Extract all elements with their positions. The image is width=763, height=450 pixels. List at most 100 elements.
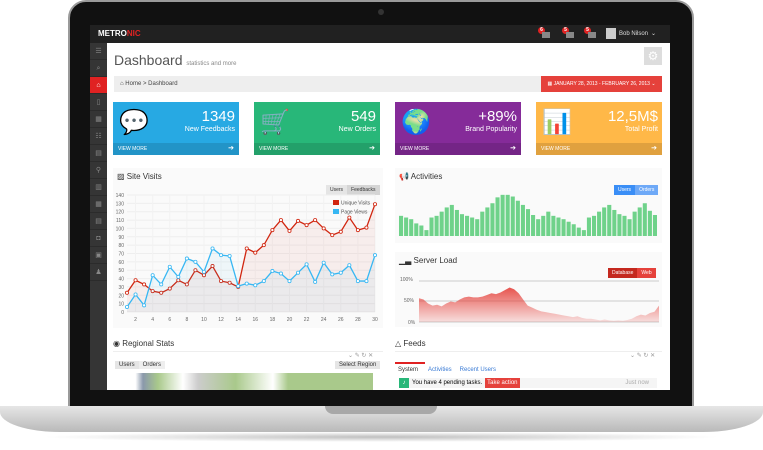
take-action-button[interactable]: Take action bbox=[485, 378, 520, 388]
bar bbox=[617, 214, 622, 236]
bar bbox=[586, 217, 591, 236]
sidebar-item-grid[interactable]: ▦ bbox=[90, 196, 107, 213]
envelope-icon[interactable]: 5 bbox=[562, 27, 574, 39]
sidebar-item-grid[interactable]: ▤ bbox=[90, 145, 107, 162]
tasks-icon[interactable]: 5 bbox=[584, 27, 596, 39]
panel-tools[interactable]: ⌄ ✎ ↻ ✕ bbox=[348, 353, 374, 359]
panel-tools[interactable]: ⌄ ✎ ↻ ✕ bbox=[630, 353, 656, 359]
orders-button[interactable]: Orders bbox=[635, 185, 659, 195]
database-button[interactable]: Database bbox=[608, 268, 638, 278]
x-tick-label: 30 bbox=[372, 317, 378, 323]
screen: METRONIC 6 5 5 Bob Nilson ⌄ ☰ ⌕ ⌂ ▯ ▦ ☷ ▤ ⚲ ▥ ▦ ▤ ◘ ▣… bbox=[90, 25, 670, 390]
date-range-picker[interactable]: ▦ JANUARY 28, 2013 - FEBRUARY 26, 2013 ⌄ bbox=[541, 76, 662, 92]
bar bbox=[434, 215, 439, 236]
bar bbox=[546, 211, 551, 236]
activities-panel: 📢 Activities Users Orders bbox=[395, 168, 662, 243]
sidebar-item-table[interactable]: ▦ bbox=[90, 111, 107, 128]
series-area bbox=[127, 248, 375, 312]
x-tick-label: 14 bbox=[235, 317, 241, 323]
y-tick-label: 130 bbox=[116, 201, 125, 207]
sidebar-item-map-marker[interactable]: ⚲ bbox=[90, 162, 107, 179]
sidebar-item-search[interactable]: ⌕ bbox=[90, 60, 107, 77]
sidebar-item-user[interactable]: ♟ bbox=[90, 264, 107, 281]
sidebar-item-calendar[interactable]: ▣ bbox=[90, 247, 107, 264]
laptop-notch bbox=[325, 406, 437, 414]
y-tick: 100% bbox=[400, 277, 413, 283]
data-point bbox=[313, 218, 318, 223]
users-button[interactable]: Users bbox=[115, 361, 139, 369]
panel-title: Activities bbox=[410, 172, 443, 181]
user-menu[interactable]: Bob Nilson ⌄ bbox=[606, 28, 656, 39]
bar bbox=[500, 194, 505, 236]
site-visits-panel: ▨ Site Visits Users Feedbacks 0 10 20 30 40 50… bbox=[113, 168, 383, 328]
stat-tile: 📊 12,5M$ Total Profit VIEW MORE ➔ bbox=[536, 102, 662, 155]
page-title: Dashboard statistics and more bbox=[114, 52, 237, 68]
bar bbox=[637, 207, 642, 236]
briefcase-icon: ▤ bbox=[95, 218, 102, 225]
load-area bbox=[419, 287, 659, 322]
data-point bbox=[304, 262, 309, 267]
gear-icon[interactable]: ⚙ bbox=[644, 47, 662, 65]
sidebar-item-camera[interactable]: ◘ bbox=[90, 230, 107, 247]
data-point bbox=[347, 215, 352, 220]
server-load-chart bbox=[419, 280, 659, 323]
page-subtitle: statistics and more bbox=[186, 61, 237, 67]
sidebar-item-menu[interactable]: ☰ bbox=[90, 43, 107, 60]
arrow-right-icon: ➔ bbox=[651, 145, 657, 152]
warning-icon[interactable]: 6 bbox=[538, 27, 550, 39]
bar bbox=[505, 194, 510, 236]
bar bbox=[642, 203, 647, 236]
tab-recent-users[interactable]: Recent Users bbox=[459, 367, 497, 373]
users-button[interactable]: Users bbox=[326, 185, 348, 195]
sidebar-item-list[interactable]: ☷ bbox=[90, 128, 107, 145]
y-tick-label: 60 bbox=[118, 260, 124, 266]
bar bbox=[581, 230, 586, 236]
x-tick-label: 8 bbox=[185, 317, 188, 323]
view-more-link[interactable]: VIEW MORE ➔ bbox=[254, 143, 380, 155]
bar bbox=[495, 197, 500, 236]
search-icon: ⌕ bbox=[96, 65, 101, 72]
data-point bbox=[236, 284, 241, 289]
bar bbox=[419, 225, 424, 236]
tile-label: New Orders bbox=[338, 126, 376, 133]
feeds-panel: △ Feeds ⌄ ✎ ↻ ✕ System Activities Recent … bbox=[395, 337, 662, 390]
y-tick-label: 10 bbox=[118, 302, 124, 308]
bullhorn-icon: 📢 bbox=[399, 172, 411, 181]
logo[interactable]: METRONIC bbox=[98, 29, 141, 38]
view-more-link[interactable]: VIEW MORE ➔ bbox=[536, 143, 662, 155]
sidebar-item-chart[interactable]: ▥ bbox=[90, 179, 107, 196]
bar bbox=[454, 209, 459, 236]
panel-title: Server Load bbox=[413, 256, 458, 265]
view-more-link[interactable]: VIEW MORE ➔ bbox=[395, 143, 521, 155]
globe-icon: 🌍 bbox=[401, 109, 431, 136]
y-tick-label: 70 bbox=[118, 252, 124, 258]
tab-activities[interactable]: Activities bbox=[428, 367, 452, 373]
orders-button[interactable]: Orders bbox=[138, 361, 166, 369]
bar bbox=[622, 215, 627, 236]
breadcrumb-home[interactable]: Home bbox=[125, 81, 142, 87]
users-button[interactable]: Users bbox=[614, 185, 636, 195]
bar bbox=[470, 217, 475, 236]
web-button[interactable]: Web bbox=[637, 268, 656, 278]
view-more-link[interactable]: VIEW MORE ➔ bbox=[113, 143, 239, 155]
y-tick-label: 120 bbox=[116, 210, 125, 216]
world-map[interactable] bbox=[123, 373, 373, 390]
bell-icon: ♪ bbox=[399, 378, 409, 388]
y-tick-label: 40 bbox=[118, 277, 124, 283]
select-region-dropdown[interactable]: Select Region bbox=[335, 361, 381, 369]
tab-system[interactable]: System bbox=[398, 367, 419, 373]
data-point bbox=[244, 281, 249, 286]
sidebar-item-home[interactable]: ⌂ bbox=[90, 77, 107, 94]
bar bbox=[510, 196, 515, 236]
data-point bbox=[372, 202, 377, 207]
top-bar: METRONIC 6 5 5 Bob Nilson ⌄ bbox=[90, 25, 670, 43]
data-point bbox=[338, 229, 343, 234]
data-point bbox=[124, 290, 129, 295]
y-tick-label: 100 bbox=[116, 226, 125, 232]
home-icon: ⌂ bbox=[120, 81, 126, 87]
feedbacks-button[interactable]: Feedbacks bbox=[347, 185, 380, 195]
sidebar-item-briefcase[interactable]: ▤ bbox=[90, 213, 107, 230]
laptop-shadow bbox=[40, 432, 723, 442]
sidebar-item-bookmark[interactable]: ▯ bbox=[90, 94, 107, 111]
